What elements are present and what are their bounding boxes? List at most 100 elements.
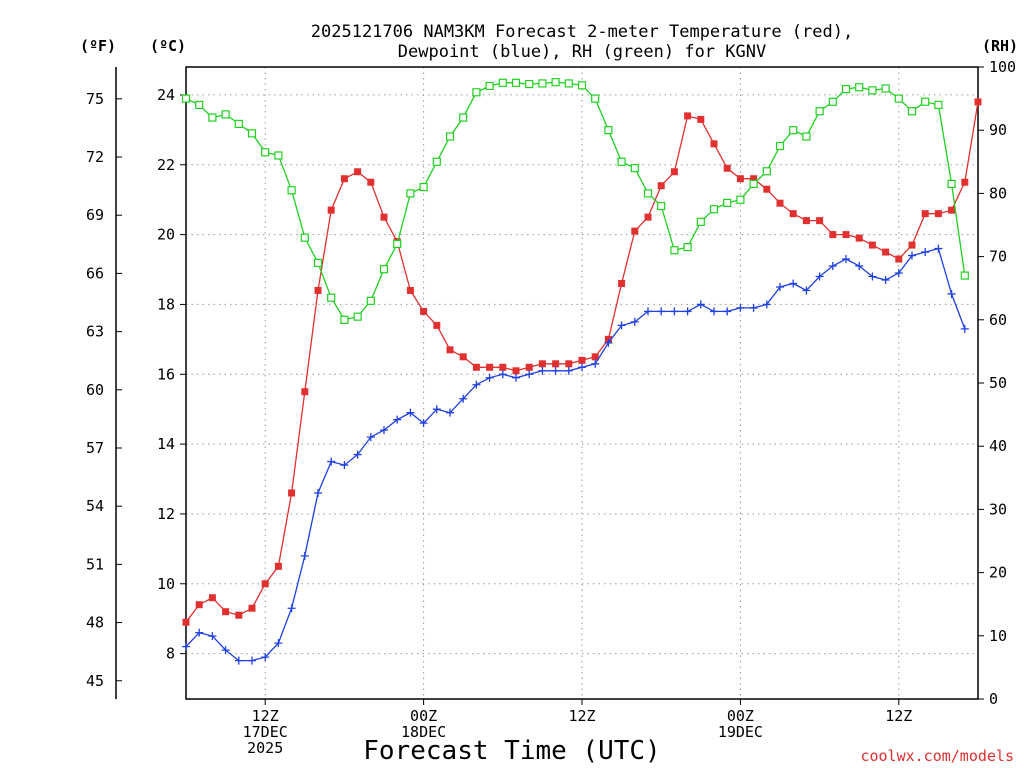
- fahrenheit-tick-label: 72: [86, 148, 104, 166]
- rh-unit-label: (RH): [982, 37, 1018, 55]
- dewpoint-point: [459, 394, 468, 403]
- rh-point: [868, 86, 877, 95]
- gridlines: [186, 67, 978, 699]
- dewpoint-point: [551, 366, 560, 375]
- fahrenheit-unit-label: (ºF): [80, 37, 116, 55]
- temperature-point: [459, 353, 467, 361]
- watermark: coolwx.com/models: [860, 747, 1014, 765]
- dewpoint-point: [300, 551, 309, 560]
- fahrenheit-tick-label: 48: [86, 614, 104, 632]
- rh-point: [657, 201, 666, 211]
- rh-point: [591, 94, 600, 103]
- temperature-point: [934, 210, 942, 218]
- x-tick-label: 19DEC: [718, 723, 763, 741]
- chart-title-line-2: Dewpoint (blue), RH (green) for KGNV: [398, 42, 766, 62]
- x-tick-label: 2025: [247, 739, 283, 757]
- dewpoint-point: [683, 307, 692, 316]
- rh-point: [841, 85, 851, 94]
- temperature-point: [525, 363, 533, 371]
- temperature-point: [565, 360, 573, 368]
- temperature-point: [446, 346, 454, 354]
- temperature-point: [763, 185, 771, 193]
- dewpoint-point: [657, 307, 666, 316]
- temperature-point: [644, 213, 652, 221]
- rh-point: [709, 205, 719, 214]
- rh-point: [723, 198, 732, 207]
- dewpoint-point: [274, 639, 283, 648]
- temperature-point: [301, 388, 309, 396]
- rh-tick-label: 80: [989, 184, 1007, 202]
- dewpoint-point: [248, 656, 256, 665]
- dewpoint-point: [789, 279, 798, 288]
- series-layer: [181, 78, 982, 665]
- dewpoint-point: [736, 303, 745, 312]
- temperature-point: [750, 175, 758, 183]
- temperature-point: [684, 112, 692, 120]
- temperature-point: [789, 210, 797, 218]
- rh-point: [762, 167, 771, 176]
- rh-tick-label: 60: [989, 311, 1007, 329]
- rh-point: [670, 246, 679, 255]
- dewpoint-point: [934, 244, 943, 253]
- fahrenheit-tick-label: 69: [86, 206, 104, 224]
- dewpoint-point: [921, 248, 930, 257]
- rh-point: [340, 315, 349, 324]
- rh-line: [185, 81, 966, 321]
- dewpoint-point: [234, 656, 243, 665]
- fahrenheit-tick-label: 63: [86, 323, 104, 341]
- temperature-point: [274, 562, 282, 570]
- dewpoint-point: [776, 282, 784, 291]
- rh-point: [881, 84, 890, 93]
- dewpoint-point: [802, 286, 811, 295]
- rh-tick-label: 100: [989, 58, 1016, 76]
- dewpoint-point: [881, 275, 890, 284]
- temperature-point: [829, 231, 837, 239]
- temperature-point: [908, 241, 916, 249]
- rh-point: [604, 126, 613, 135]
- fahrenheit-tick-label: 57: [86, 439, 104, 457]
- dewpoint-point: [261, 653, 270, 662]
- rh-point: [749, 179, 758, 189]
- temperature-point: [670, 168, 678, 176]
- temperature-point: [631, 227, 639, 235]
- temperature-point: [723, 164, 731, 172]
- rh-point: [353, 312, 362, 321]
- rh-point: [234, 119, 243, 128]
- celsius-tick-label: 22: [157, 156, 175, 174]
- rh-tick-label: 70: [989, 248, 1007, 266]
- temperature-point: [235, 611, 243, 619]
- dewpoint-point: [908, 251, 916, 260]
- temperature-point: [261, 580, 269, 588]
- rh-tick-label: 10: [989, 627, 1007, 645]
- temperature-point: [710, 140, 718, 148]
- rh-point: [247, 129, 257, 138]
- x-tick-label: 00Z: [727, 707, 754, 725]
- rh-point: [643, 189, 653, 198]
- dewpoint-point: [485, 373, 494, 382]
- rh-point: [815, 107, 824, 116]
- rh-point: [261, 148, 270, 157]
- fahrenheit-tick-label: 54: [86, 497, 104, 515]
- celsius-axis: 8 10 12 14 16 18 20 22 24: [157, 86, 186, 663]
- temperature-point: [882, 248, 890, 256]
- x-tick-label: 17DEC: [243, 723, 288, 741]
- rh-tick-label: 30: [989, 500, 1007, 518]
- rh-point: [432, 157, 441, 166]
- fahrenheit-tick-label: 51: [86, 555, 104, 573]
- rh-point: [789, 126, 798, 135]
- dewpoint-point: [419, 419, 428, 428]
- temperature-point: [868, 241, 876, 249]
- celsius-unit-label: (ºC): [150, 37, 186, 55]
- rh-tick-label: 90: [989, 121, 1007, 139]
- temperature-point: [406, 286, 414, 294]
- dewpoint-point: [815, 272, 824, 281]
- rh-point: [696, 217, 705, 226]
- rh-point: [907, 107, 917, 116]
- rh-point: [406, 189, 415, 198]
- temperature-point: [855, 234, 863, 242]
- rh-point: [472, 88, 481, 97]
- celsius-tick-label: 20: [157, 226, 175, 244]
- chart-title-line-1: 2025121706 NAM3KM Forecast 2-meter Tempe…: [311, 22, 853, 42]
- dewpoint-point: [644, 307, 652, 316]
